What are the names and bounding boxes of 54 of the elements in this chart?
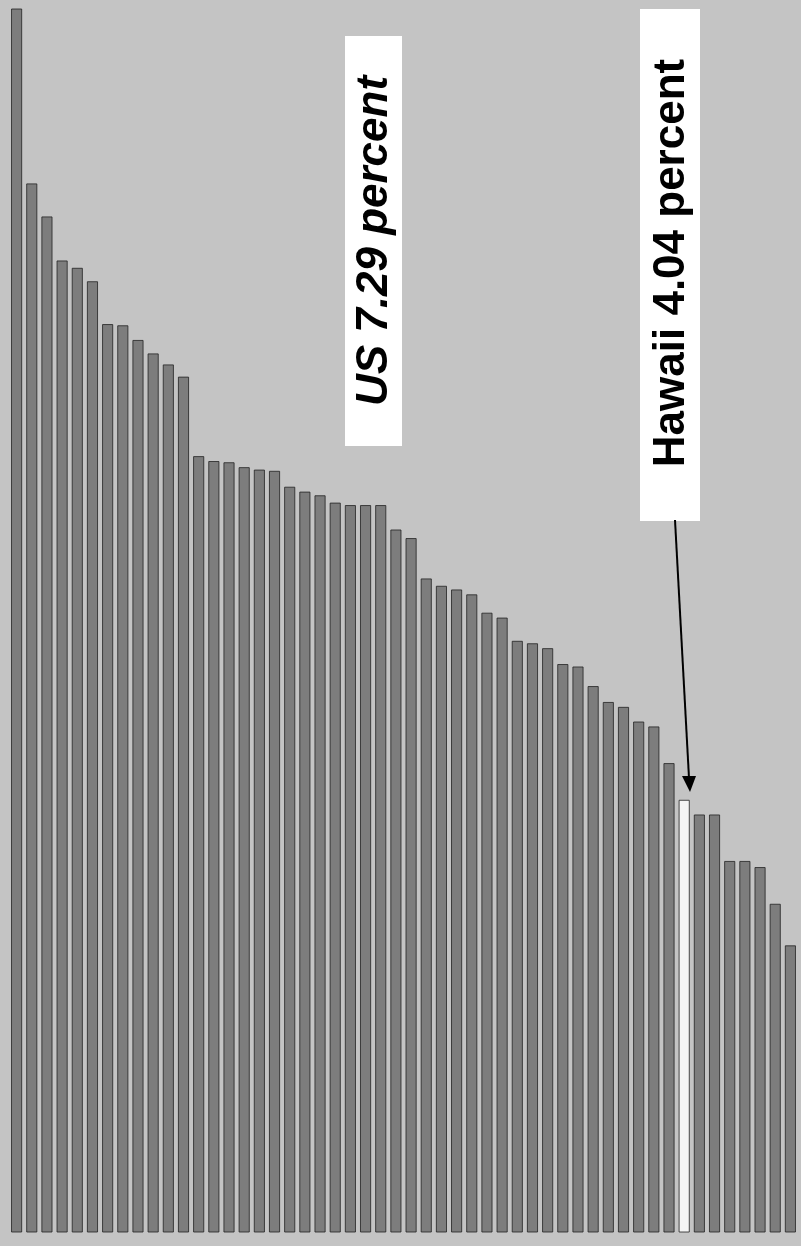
- bar: [253, 469, 265, 1233]
- bar: [435, 585, 447, 1233]
- bar: [784, 945, 796, 1233]
- bar: [390, 529, 402, 1233]
- bar: [511, 640, 523, 1233]
- bar: [739, 861, 751, 1233]
- bar: [299, 491, 311, 1233]
- bar: [269, 470, 281, 1233]
- bar: [178, 376, 189, 1233]
- bar: [557, 664, 569, 1233]
- bar: [284, 486, 296, 1233]
- bar: [193, 456, 205, 1233]
- annotation: US 7.29 percent: [347, 73, 396, 407]
- bar: [663, 763, 675, 1233]
- bar: [496, 617, 508, 1233]
- bar: [420, 578, 432, 1233]
- bar: [618, 706, 629, 1233]
- bar: [360, 505, 372, 1233]
- bar: [26, 183, 38, 1233]
- bar: [405, 538, 417, 1233]
- bar: [375, 505, 387, 1233]
- bar: [86, 281, 98, 1233]
- bar: [102, 324, 114, 1233]
- bar: [329, 502, 341, 1233]
- bar: [208, 461, 220, 1233]
- bar: [451, 589, 463, 1233]
- bar: [147, 353, 159, 1233]
- bar: [481, 612, 493, 1233]
- bar: [238, 467, 250, 1233]
- bar: [344, 505, 356, 1233]
- bar: [41, 216, 53, 1233]
- bar: [56, 260, 68, 1233]
- bar: [648, 726, 660, 1233]
- bar: [542, 648, 554, 1233]
- bar: [587, 686, 599, 1233]
- bar: [754, 867, 766, 1233]
- bar: [693, 814, 705, 1233]
- bar: [162, 364, 174, 1233]
- bar: [526, 643, 538, 1233]
- bar: [633, 721, 645, 1233]
- bar: [572, 666, 584, 1233]
- bar: [709, 814, 721, 1233]
- bar: [117, 325, 129, 1233]
- bar: [223, 462, 235, 1233]
- bar: [678, 799, 690, 1233]
- bar: [71, 267, 83, 1233]
- bar: [132, 340, 144, 1233]
- bar: [602, 702, 614, 1233]
- bar: [769, 903, 781, 1233]
- annotation: Hawaii 4.04 percent: [644, 58, 693, 468]
- bar: [11, 8, 23, 1233]
- bar: [466, 594, 478, 1233]
- bar: [314, 495, 326, 1233]
- bar: [724, 861, 736, 1233]
